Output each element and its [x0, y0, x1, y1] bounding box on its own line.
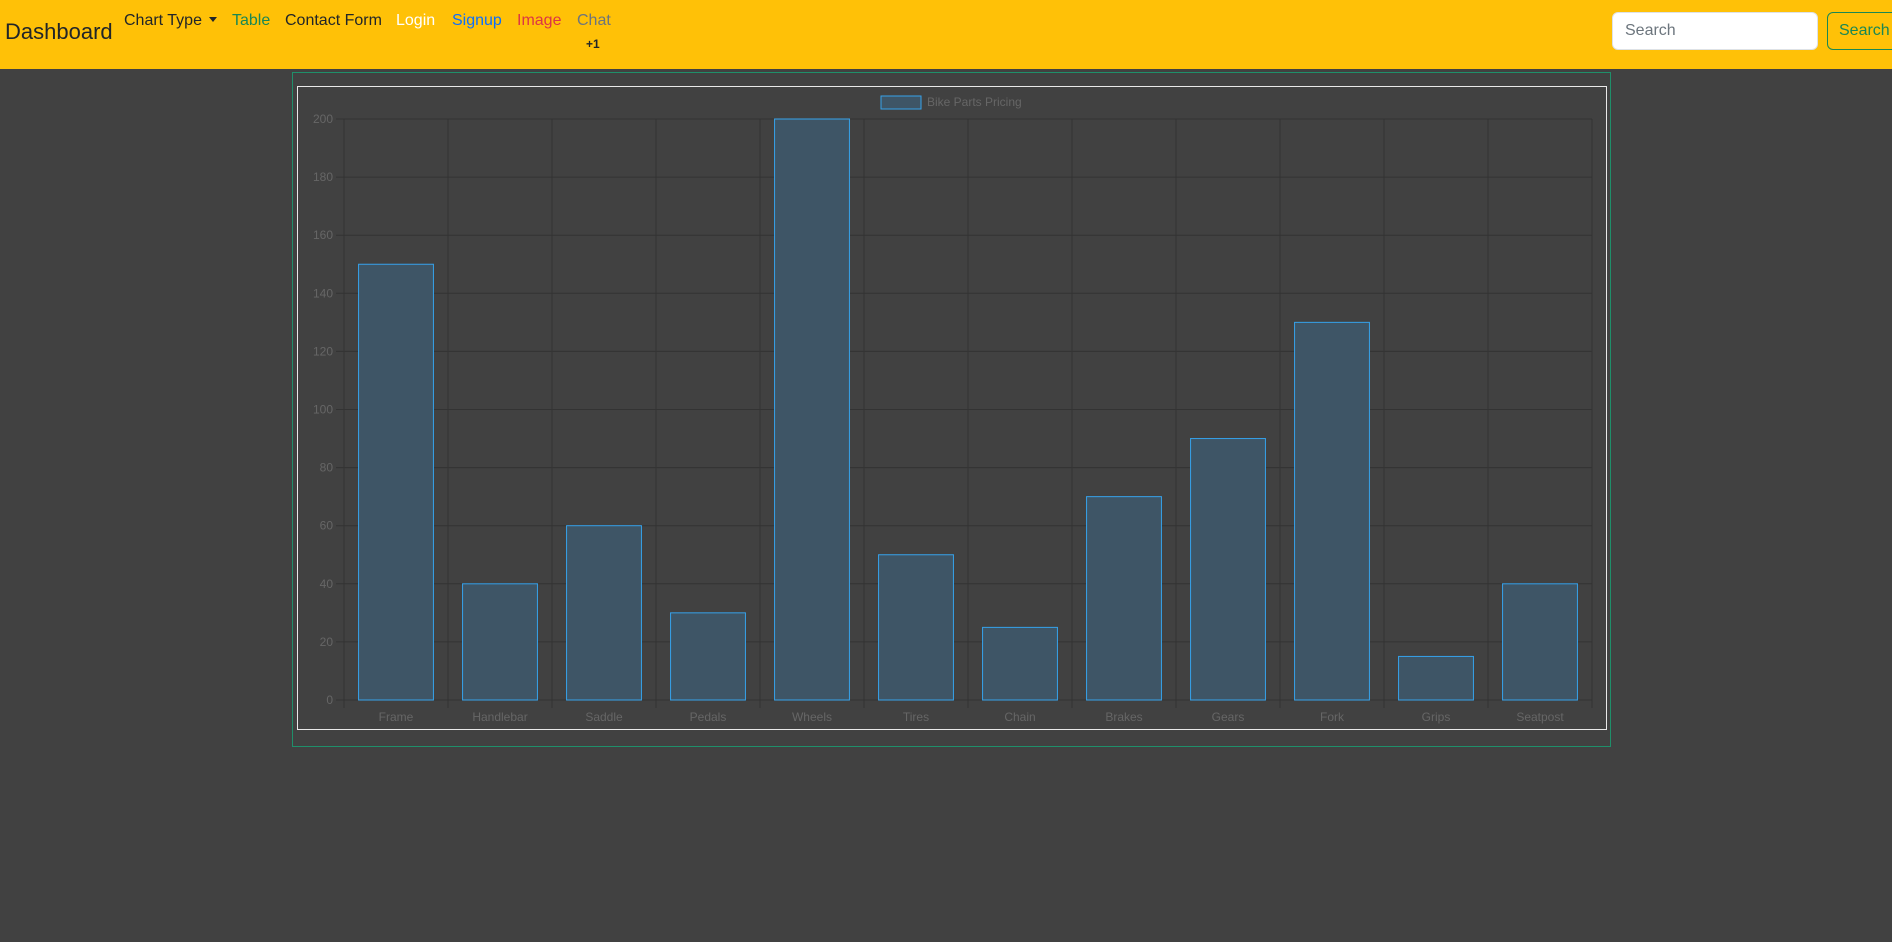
x-tick-label: Gears — [1212, 710, 1245, 724]
y-tick-label: 40 — [320, 577, 334, 591]
bar-frame[interactable] — [358, 263, 434, 701]
y-tick-label: 160 — [313, 228, 333, 242]
y-axis-labels: 0 20 40 60 80 100 120 140 160 180 200 — [313, 112, 333, 707]
nav-signup[interactable]: Signup — [452, 12, 502, 29]
y-tick-label: 60 — [320, 519, 334, 533]
x-tick-label: Fork — [1320, 710, 1345, 724]
chat-badge: +1 — [586, 37, 600, 51]
bar-grips[interactable] — [1398, 655, 1474, 701]
x-tick-label: Grips — [1422, 710, 1451, 724]
y-tick-label: 0 — [326, 693, 333, 707]
y-tick-label: 200 — [313, 112, 333, 126]
x-tick-label: Brakes — [1105, 710, 1142, 724]
chart-bars — [358, 118, 1578, 701]
chart-grid — [336, 118, 1593, 708]
x-axis-labels: Frame Handlebar Saddle Pedals Wheels Tires Cha… — [379, 710, 1565, 724]
bar-tires[interactable] — [878, 554, 954, 701]
bar-wheels[interactable] — [774, 118, 850, 701]
y-tick-label: 100 — [313, 403, 333, 417]
chart-canvas-frame — [297, 86, 1607, 730]
navbar: Dashboard Chart Type Table Contact Form … — [0, 0, 1892, 69]
nav-contact-form[interactable]: Contact Form — [285, 12, 382, 29]
chart-legend: Bike Parts Pricing — [880, 95, 1022, 110]
bar-saddle[interactable] — [566, 525, 642, 701]
x-tick-label: Handlebar — [472, 710, 527, 724]
nav-chart-type-dropdown[interactable]: Chart Type — [124, 12, 217, 30]
bar-seatpost[interactable] — [1502, 583, 1578, 701]
bar-fork[interactable] — [1294, 321, 1370, 701]
bar-chain[interactable] — [982, 626, 1058, 701]
x-tick-label: Wheels — [792, 710, 832, 724]
bar-handlebar[interactable] — [462, 583, 538, 701]
nav-chart-type-label: Chart Type — [124, 12, 202, 29]
bar-gears[interactable] — [1190, 438, 1266, 701]
legend-label[interactable]: Bike Parts Pricing — [927, 95, 1022, 109]
y-tick-label: 20 — [320, 635, 334, 649]
x-tick-label: Pedals — [690, 710, 727, 724]
x-tick-label: Frame — [379, 710, 414, 724]
bar-brakes[interactable] — [1086, 496, 1162, 701]
x-tick-label: Seatpost — [1516, 710, 1564, 724]
nav-login[interactable]: Login — [396, 12, 436, 29]
nav-image[interactable]: Image — [517, 12, 562, 29]
y-tick-label: 140 — [313, 286, 333, 300]
bar-pedals[interactable] — [670, 612, 746, 701]
y-tick-label: 80 — [320, 461, 334, 475]
caret-down-icon — [208, 17, 217, 22]
x-tick-label: Chain — [1004, 710, 1035, 724]
legend-swatch — [880, 95, 922, 110]
search-button[interactable]: Search — [1827, 12, 1892, 50]
x-tick-label: Saddle — [585, 710, 623, 724]
x-tick-label: Tires — [903, 710, 929, 724]
brand[interactable]: Dashboard — [5, 19, 113, 44]
y-tick-label: 180 — [313, 170, 333, 184]
search-input[interactable] — [1612, 12, 1818, 50]
y-tick-label: 120 — [313, 344, 333, 358]
nav-chat[interactable]: Chat — [577, 12, 611, 29]
nav-table[interactable]: Table — [232, 12, 271, 29]
chart-container — [292, 72, 1611, 747]
